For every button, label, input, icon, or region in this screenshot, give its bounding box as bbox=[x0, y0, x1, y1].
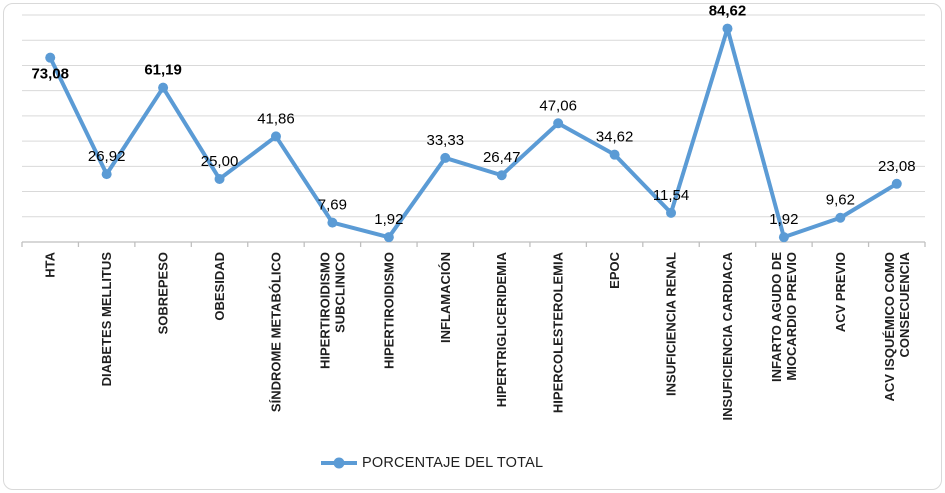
data-label: 26,47 bbox=[483, 149, 521, 166]
data-label: 34,62 bbox=[596, 129, 634, 146]
data-point-marker bbox=[609, 149, 620, 160]
data-label: 1,92 bbox=[374, 211, 403, 228]
category-label: ACV ISQUÉMICO COMO bbox=[882, 252, 897, 402]
category-label: SÍNDROME METABÓLICO bbox=[268, 252, 283, 412]
category-label: INFARTO AGUDO DE bbox=[769, 252, 784, 382]
data-point-marker bbox=[101, 169, 112, 180]
category-label: HIPERTIROIDISMO bbox=[381, 252, 396, 369]
data-label: 9,62 bbox=[826, 192, 855, 209]
data-point-marker bbox=[327, 217, 338, 228]
data-label: 7,69 bbox=[318, 197, 347, 214]
series-line bbox=[48, 26, 899, 240]
data-label: 25,00 bbox=[201, 153, 239, 170]
data-point-marker bbox=[496, 170, 507, 181]
data-point-marker bbox=[440, 152, 451, 163]
data-label: 73,08 bbox=[31, 66, 69, 83]
category-label: HTA bbox=[43, 251, 58, 277]
data-point-marker bbox=[666, 207, 677, 218]
data-label: 11,54 bbox=[653, 187, 689, 204]
category-label: EPOC bbox=[607, 251, 622, 288]
category-label: HIPERTIROIDISMO bbox=[317, 252, 332, 369]
category-label: SUBCLINICO bbox=[332, 252, 347, 333]
data-point-marker bbox=[383, 232, 394, 243]
line-marker-icon bbox=[321, 457, 357, 469]
category-label: INSUFICIENCIA CARDIACA bbox=[720, 251, 735, 420]
category-label: SOBREPESO bbox=[156, 252, 171, 334]
data-point-marker bbox=[158, 82, 169, 93]
data-label: 47,06 bbox=[539, 97, 577, 114]
data-label: 33,33 bbox=[427, 132, 465, 149]
category-label: INSUFICIENCIA RENAL bbox=[664, 252, 679, 396]
data-point-marker bbox=[722, 23, 733, 34]
category-label: OBESIDAD bbox=[212, 252, 227, 321]
data-point-marker bbox=[553, 118, 564, 129]
data-label: 1,92 bbox=[769, 211, 798, 228]
category-label: DIABETES MELLITUS bbox=[99, 252, 114, 387]
category-label: CONSECUENCIA bbox=[897, 251, 912, 357]
category-label: MIOCARDIO PREVIO bbox=[784, 252, 799, 381]
chart-border-frame bbox=[3, 3, 942, 490]
legend-label: PORCENTAJE DEL TOTAL bbox=[362, 455, 544, 471]
data-point-marker bbox=[835, 212, 846, 223]
data-point-marker bbox=[891, 178, 902, 189]
category-label: HIPERCOLESTEROLEMIA bbox=[551, 251, 566, 413]
data-label: 41,86 bbox=[257, 110, 295, 127]
data-label: 84,62 bbox=[709, 3, 747, 20]
data-label: 23,08 bbox=[878, 158, 916, 175]
category-label: INFLAMACIÓN bbox=[438, 252, 453, 343]
data-label: 61,19 bbox=[144, 62, 182, 79]
category-label: HIPERTRIGLICERIDEMIA bbox=[494, 251, 509, 407]
legend: PORCENTAJE DEL TOTAL bbox=[320, 451, 543, 475]
data-point-marker bbox=[778, 232, 789, 243]
category-label: ACV PREVIO bbox=[833, 252, 848, 332]
data-point-marker bbox=[270, 131, 281, 142]
data-point-marker bbox=[214, 173, 225, 184]
data-point-marker bbox=[45, 52, 56, 63]
data-label: 26,92 bbox=[88, 148, 126, 165]
